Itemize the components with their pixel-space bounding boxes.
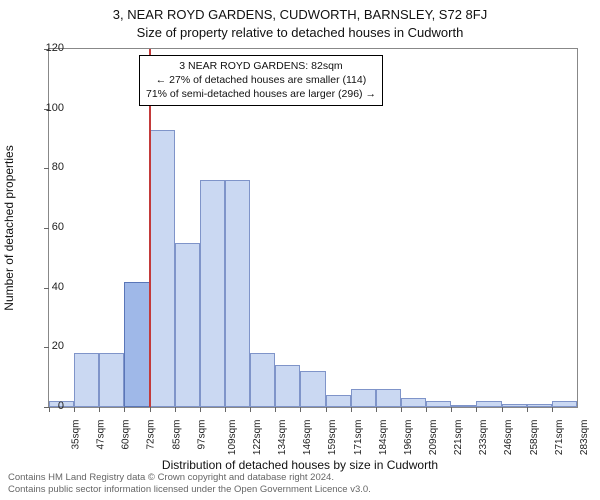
annotation-line-2: ← 27% of detached houses are smaller (11…: [146, 73, 376, 87]
histogram-bar: [225, 180, 250, 407]
x-tick-mark: [502, 407, 503, 412]
y-tick-label: 100: [24, 102, 64, 114]
x-tick-mark: [476, 407, 477, 412]
histogram-bar: [326, 395, 351, 407]
title-line-2: Size of property relative to detached ho…: [0, 24, 600, 42]
x-tick-label: 233sqm: [478, 420, 489, 456]
x-tick-mark: [99, 407, 100, 412]
x-tick-label: 159sqm: [328, 420, 339, 456]
x-tick-label: 258sqm: [529, 420, 540, 456]
x-tick-mark: [376, 407, 377, 412]
x-tick-mark: [451, 407, 452, 412]
x-tick-label: 72sqm: [146, 420, 157, 450]
x-tick-label: 221sqm: [453, 420, 464, 456]
histogram-bar: [150, 130, 175, 407]
x-tick-label: 283sqm: [579, 420, 590, 456]
histogram-bar: [300, 371, 325, 407]
x-tick-mark: [326, 407, 327, 412]
x-tick-mark: [150, 407, 151, 412]
y-tick-label: 40: [24, 281, 64, 293]
y-axis-title: Number of detached properties: [2, 145, 16, 310]
x-tick-label: 97sqm: [196, 420, 207, 450]
x-tick-mark: [200, 407, 201, 412]
x-tick-label: 109sqm: [227, 420, 238, 456]
y-tick-label: 0: [24, 400, 64, 412]
x-tick-mark: [401, 407, 402, 412]
x-tick-mark: [74, 407, 75, 412]
footer-line-2: Contains public sector information licen…: [8, 484, 371, 496]
x-tick-mark: [225, 407, 226, 412]
annotation-line-3: 71% of semi-detached houses are larger (…: [146, 87, 376, 101]
histogram-bar: [200, 180, 225, 407]
histogram-bar: [552, 401, 577, 407]
y-tick-label: 20: [24, 340, 64, 352]
histogram-bar: [476, 401, 501, 407]
x-tick-label: 171sqm: [353, 420, 364, 456]
y-tick-label: 60: [24, 221, 64, 233]
x-tick-label: 271sqm: [554, 420, 565, 456]
title-line-1: 3, NEAR ROYD GARDENS, CUDWORTH, BARNSLEY…: [0, 6, 600, 24]
histogram-bar: [351, 389, 376, 407]
x-tick-label: 209sqm: [428, 420, 439, 456]
x-tick-label: 184sqm: [378, 420, 389, 456]
x-axis-title: Distribution of detached houses by size …: [0, 458, 600, 472]
annotation-line-1: 3 NEAR ROYD GARDENS: 82sqm: [146, 59, 376, 73]
x-tick-mark: [527, 407, 528, 412]
x-tick-label: 85sqm: [171, 420, 182, 450]
x-tick-label: 196sqm: [403, 420, 414, 456]
x-tick-label: 146sqm: [302, 420, 313, 456]
title-block: 3, NEAR ROYD GARDENS, CUDWORTH, BARNSLEY…: [0, 0, 600, 41]
x-tick-mark: [552, 407, 553, 412]
histogram-bar: [376, 389, 401, 407]
x-tick-label: 134sqm: [277, 420, 288, 456]
x-tick-mark: [351, 407, 352, 412]
x-tick-label: 35sqm: [71, 420, 82, 450]
histogram-bar: [124, 282, 149, 407]
histogram-bar: [451, 405, 476, 407]
y-tick-label: 80: [24, 161, 64, 173]
histogram-bar: [74, 353, 99, 407]
histogram-bar: [275, 365, 300, 407]
x-tick-mark: [275, 407, 276, 412]
histogram-bar: [527, 404, 552, 407]
x-tick-mark: [250, 407, 251, 412]
footer-line-1: Contains HM Land Registry data © Crown c…: [8, 472, 371, 484]
x-tick-mark: [300, 407, 301, 412]
x-tick-mark: [175, 407, 176, 412]
footer-attribution: Contains HM Land Registry data © Crown c…: [8, 472, 371, 496]
x-tick-mark: [124, 407, 125, 412]
y-tick-label: 120: [24, 42, 64, 54]
histogram-bar: [426, 401, 451, 407]
x-tick-label: 246sqm: [504, 420, 515, 456]
x-tick-label: 60sqm: [121, 420, 132, 450]
histogram-bar: [401, 398, 426, 407]
histogram-bar: [250, 353, 275, 407]
chart-plot-area: 3 NEAR ROYD GARDENS: 82sqm ← 27% of deta…: [48, 48, 578, 408]
annotation-box: 3 NEAR ROYD GARDENS: 82sqm ← 27% of deta…: [139, 55, 383, 106]
histogram-bar: [175, 243, 200, 407]
histogram-bar: [502, 404, 527, 407]
x-tick-label: 47sqm: [96, 420, 107, 450]
x-tick-label: 122sqm: [252, 420, 263, 456]
histogram-bar: [99, 353, 124, 407]
x-tick-mark: [426, 407, 427, 412]
